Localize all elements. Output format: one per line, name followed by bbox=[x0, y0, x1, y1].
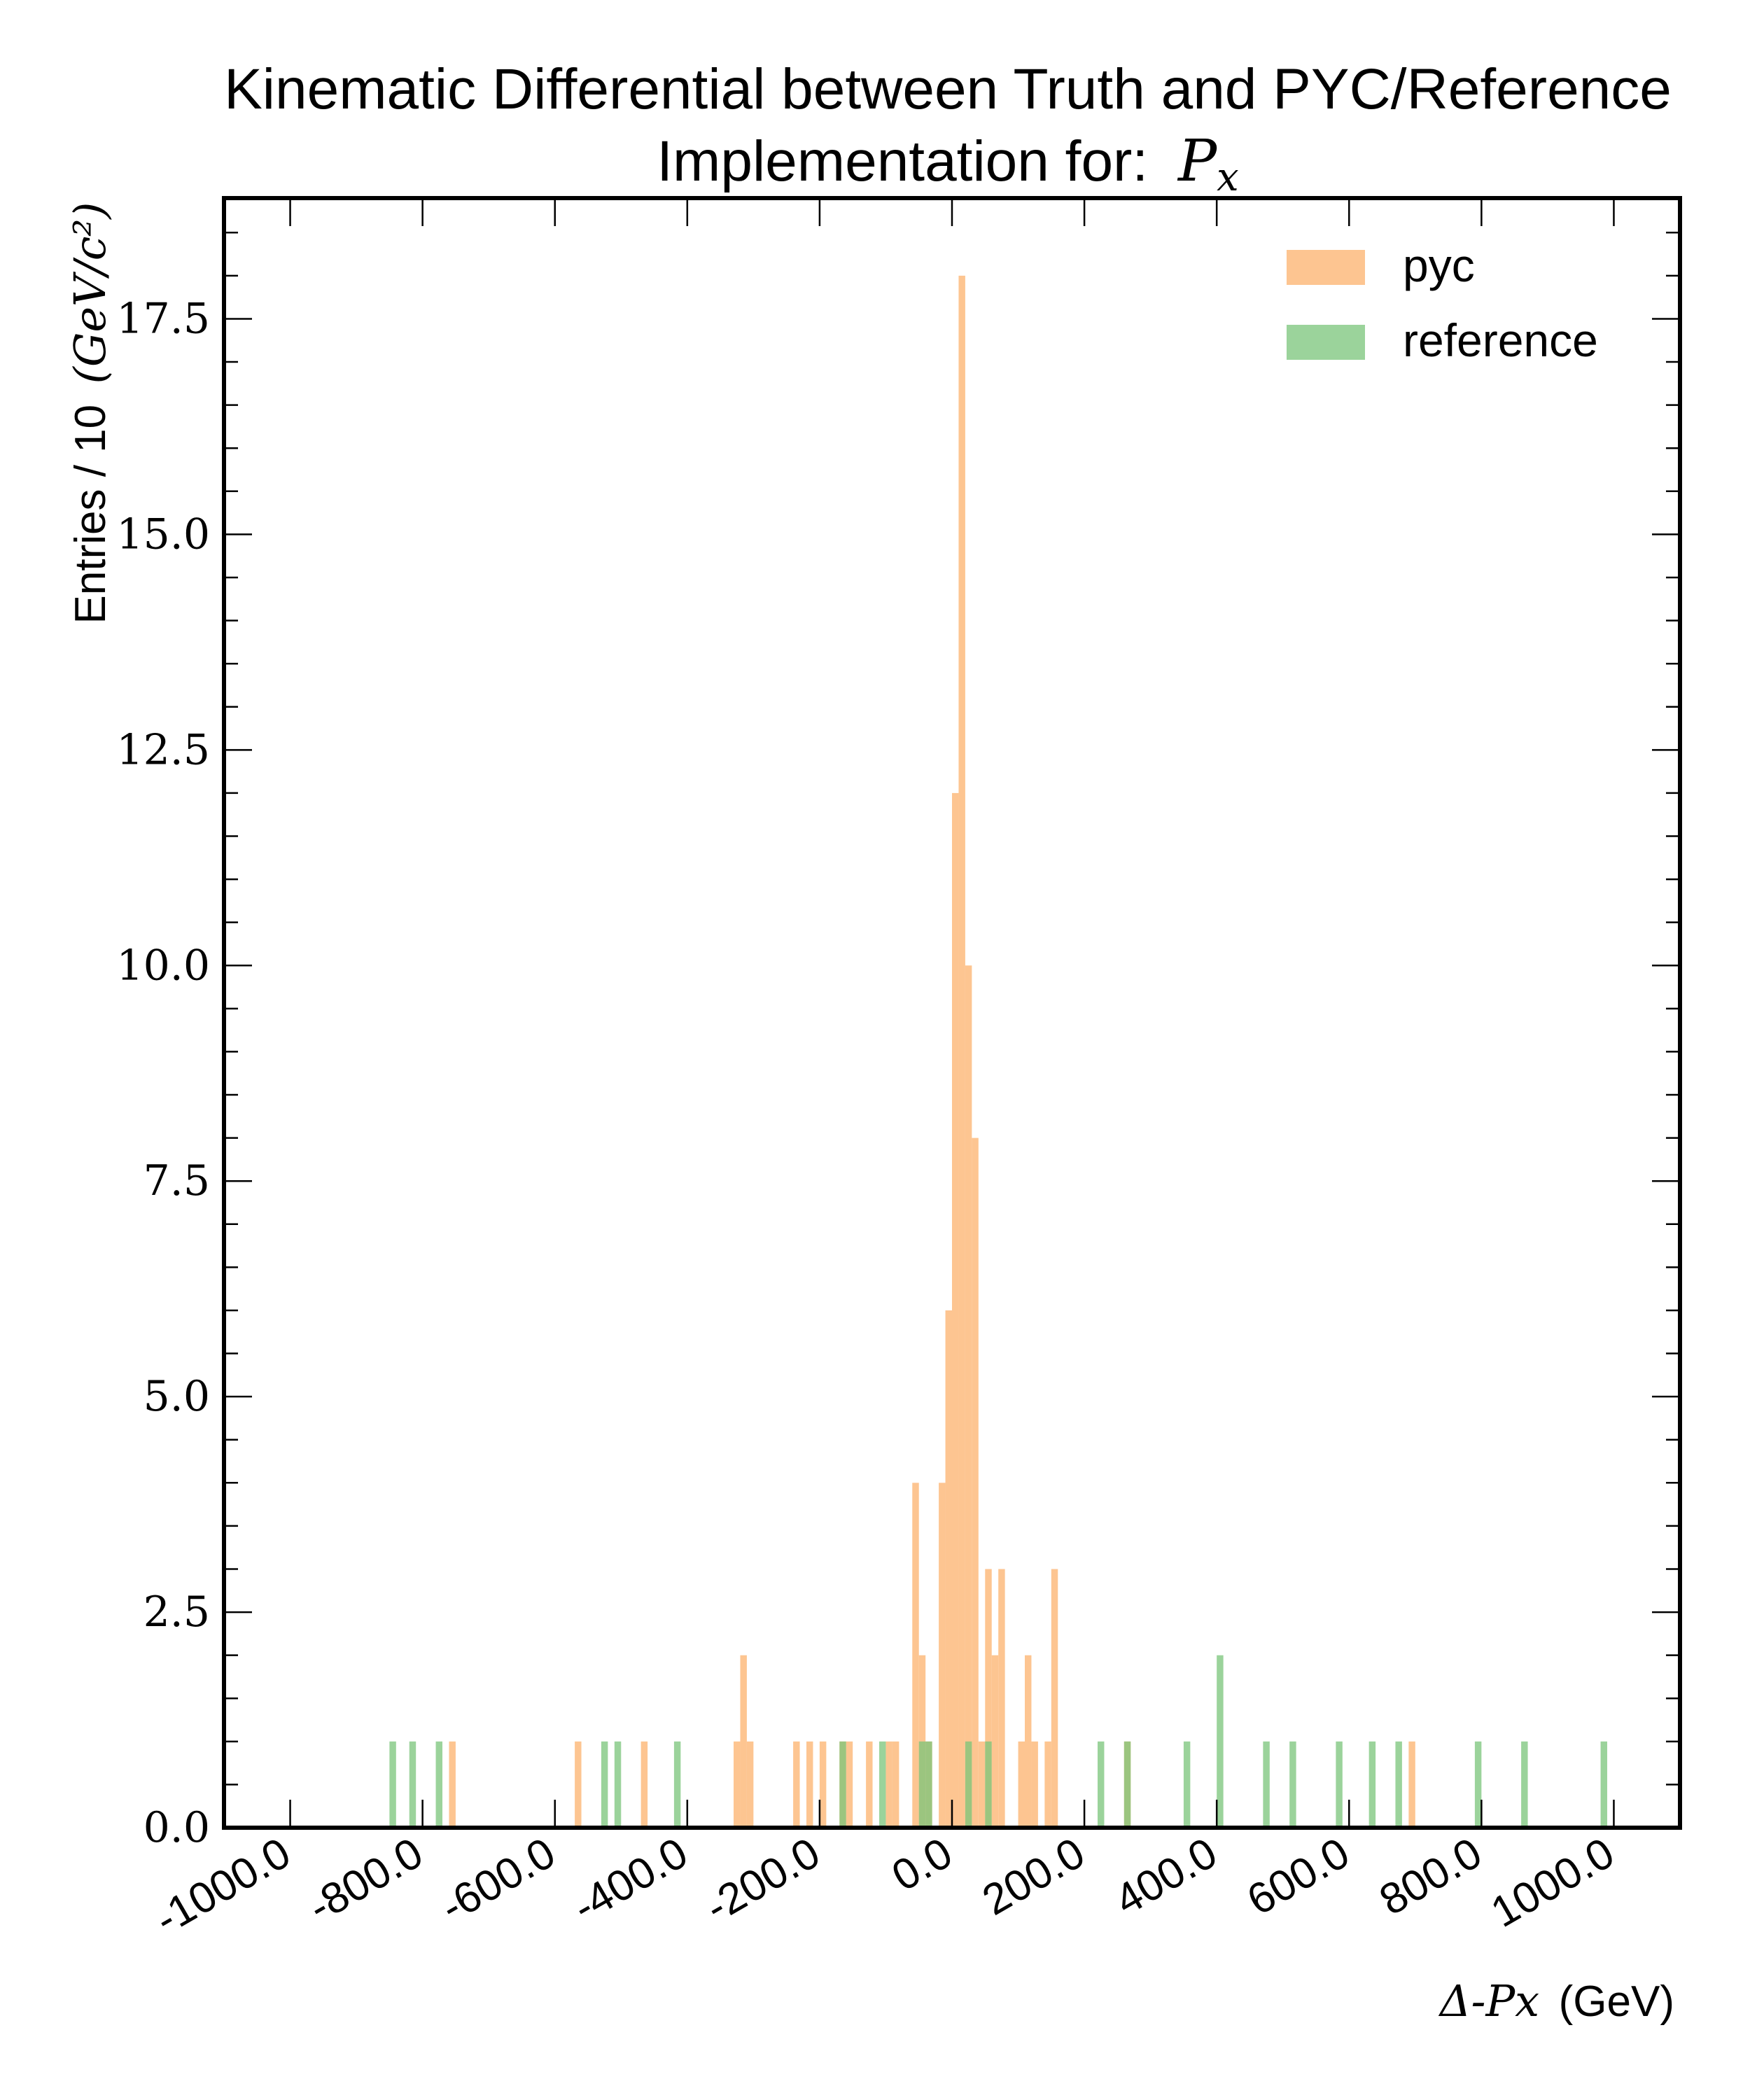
bar-reference bbox=[435, 1741, 442, 1828]
bar-reference bbox=[601, 1741, 608, 1828]
bar-reference bbox=[1289, 1741, 1296, 1828]
bar-reference bbox=[1263, 1741, 1270, 1828]
x-axis-label-unit: (GeV) bbox=[1559, 1977, 1674, 2026]
bar-reference bbox=[1368, 1741, 1376, 1828]
y-tick-label: 7.5 bbox=[144, 1156, 210, 1205]
bar-pyc bbox=[965, 965, 972, 1828]
bar-reference bbox=[965, 1741, 972, 1828]
bar-pyc bbox=[1025, 1655, 1032, 1828]
y-tick-label: 0.0 bbox=[144, 1803, 210, 1852]
y-tick-label: 10.0 bbox=[116, 941, 210, 990]
bar-reference bbox=[879, 1741, 886, 1828]
bar-pyc bbox=[978, 1741, 986, 1828]
bar-pyc bbox=[998, 1569, 1005, 1828]
legend-label-reference: reference bbox=[1403, 314, 1598, 366]
bar-reference bbox=[673, 1741, 681, 1828]
bar-reference bbox=[1217, 1655, 1224, 1828]
bar-reference bbox=[409, 1741, 416, 1828]
bar-pyc bbox=[740, 1655, 747, 1828]
x-axis-label-math: Δ-Px bbox=[1438, 1975, 1539, 2026]
axis-ticks bbox=[224, 198, 1680, 1829]
series-reference-bars bbox=[389, 1655, 1607, 1828]
bar-pyc bbox=[952, 792, 959, 1828]
bar-pyc bbox=[575, 1741, 582, 1828]
bar-reference bbox=[389, 1741, 396, 1828]
bar-pyc bbox=[449, 1741, 456, 1828]
bar-pyc bbox=[1018, 1741, 1025, 1828]
bar-pyc bbox=[945, 1310, 952, 1828]
chart-title-line1: Kinematic Differential between Truth and… bbox=[224, 57, 1672, 121]
bar-pyc bbox=[819, 1741, 827, 1828]
y-tick-labels: 0.0 2.5 5.0 7.5 10.0 12.5 15.0 17.5 bbox=[116, 294, 210, 1852]
chart-title-line2-prefix: Implementation for: bbox=[657, 130, 1148, 193]
bar-pyc bbox=[892, 1741, 899, 1828]
bar-reference bbox=[614, 1741, 622, 1828]
bar-pyc bbox=[1044, 1741, 1051, 1828]
bar-pyc bbox=[806, 1741, 813, 1828]
bar-pyc bbox=[912, 1483, 919, 1828]
plot-frame bbox=[222, 196, 1682, 1830]
legend-label-pyc: pyc bbox=[1403, 239, 1475, 291]
legend-swatch-pyc bbox=[1287, 250, 1365, 285]
bar-pyc bbox=[1408, 1741, 1415, 1828]
bar-pyc bbox=[886, 1741, 892, 1828]
bar-reference bbox=[839, 1741, 846, 1828]
bar-pyc bbox=[866, 1741, 873, 1828]
bar-reference bbox=[1124, 1741, 1131, 1828]
bar-reference bbox=[1098, 1741, 1105, 1828]
bar-pyc bbox=[640, 1741, 648, 1828]
bar-reference bbox=[1336, 1741, 1343, 1828]
bar-reference bbox=[918, 1741, 926, 1828]
x-axis-label: Δ-Px (GeV) bbox=[1438, 1975, 1674, 2026]
y-tick-label: 2.5 bbox=[144, 1588, 210, 1637]
bar-pyc bbox=[985, 1569, 992, 1828]
bar-pyc bbox=[991, 1655, 999, 1828]
bar-pyc bbox=[958, 275, 965, 1828]
legend: pyc reference bbox=[1287, 239, 1598, 366]
bar-pyc bbox=[846, 1741, 853, 1828]
bar-reference bbox=[1183, 1741, 1191, 1828]
y-tick-label: 17.5 bbox=[116, 294, 210, 343]
bar-pyc bbox=[734, 1741, 741, 1828]
bar-pyc bbox=[746, 1741, 754, 1828]
bar-pyc bbox=[939, 1483, 946, 1828]
y-tick-label: 15.0 bbox=[116, 510, 210, 559]
y-axis-label-math: (GeV/c²) bbox=[64, 202, 115, 384]
bar-pyc bbox=[793, 1741, 800, 1828]
bar-reference bbox=[1474, 1741, 1482, 1828]
chart-title-line2: Implementation for: Px bbox=[657, 128, 1238, 200]
bar-reference bbox=[925, 1741, 932, 1828]
bar-reference bbox=[1600, 1741, 1607, 1828]
y-axis-label-text: Entries / 10 bbox=[66, 405, 115, 624]
bar-reference bbox=[1521, 1741, 1528, 1828]
bar-pyc bbox=[972, 1138, 979, 1828]
y-tick-label: 12.5 bbox=[116, 725, 210, 774]
bar-reference bbox=[985, 1741, 992, 1828]
y-axis-label: Entries / 10 (GeV/c²) bbox=[64, 202, 115, 624]
bar-pyc bbox=[1031, 1741, 1038, 1828]
series-pyc-bars bbox=[449, 275, 1415, 1828]
bar-reference bbox=[1395, 1741, 1402, 1828]
legend-swatch-reference bbox=[1287, 325, 1365, 360]
y-tick-label: 5.0 bbox=[144, 1372, 210, 1421]
bar-pyc bbox=[1051, 1569, 1058, 1828]
